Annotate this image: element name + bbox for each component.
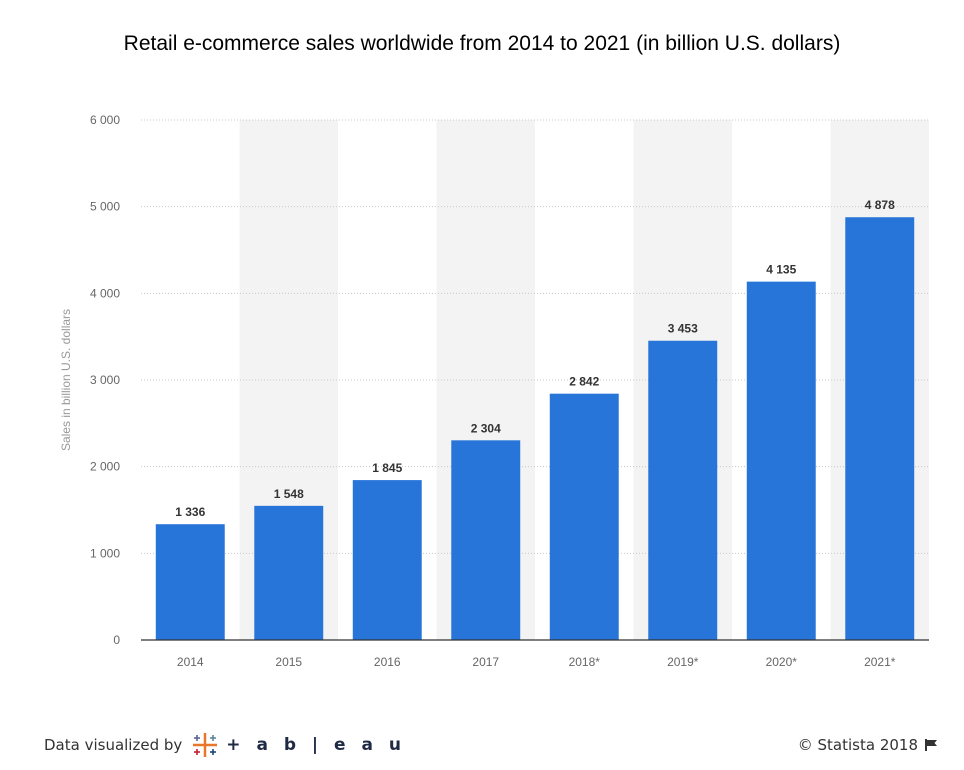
x-tick-label: 2014 — [177, 655, 204, 669]
tableau-wordmark: + a b | e a u — [226, 735, 406, 755]
y-tick-label: 0 — [113, 633, 120, 647]
data-label: 1 548 — [274, 487, 304, 501]
bars — [155, 217, 915, 641]
bar — [648, 340, 718, 640]
x-tick-label: 2020* — [766, 655, 798, 669]
data-label: 2 842 — [569, 375, 599, 389]
y-tick-label: 1 000 — [90, 546, 120, 560]
data-label: 1 336 — [175, 505, 205, 519]
y-axis-label: Sales in billion U.S. dollars — [59, 309, 73, 451]
x-axis-ticks: 2014 2015 2016 2017 2018* 2019* 2020* 2021* — [177, 655, 896, 669]
data-label: 4 878 — [865, 198, 895, 212]
y-tick-label: 6 000 — [90, 113, 120, 127]
data-label: 3 453 — [668, 322, 698, 336]
data-label: 2 304 — [471, 421, 501, 435]
tableau-logo-icon — [193, 733, 218, 757]
y-tick-label: 2 000 — [90, 460, 120, 474]
bar — [845, 217, 915, 641]
value-labels: 1 336 1 548 1 845 2 304 2 842 3 453 4 135 4 878 — [175, 198, 895, 519]
tableau-attribution[interactable]: Data visualized by + a b | e a u — [44, 733, 406, 757]
chart-title: Retail e-commerce sales worldwide from 2… — [123, 32, 841, 55]
x-tick-label: 2021* — [864, 655, 896, 669]
bar — [155, 524, 225, 640]
bar — [352, 480, 422, 640]
bar — [549, 393, 619, 640]
y-tick-label: 4 000 — [90, 286, 120, 300]
bar — [451, 440, 521, 640]
bar-chart: 0 1 000 2 000 3 000 4 000 5 000 6 000 1 336 1 5… — [59, 113, 929, 669]
x-tick-label: 2019* — [667, 655, 699, 669]
flag-icon[interactable] — [924, 738, 938, 752]
y-tick-label: 3 000 — [90, 373, 120, 387]
x-tick-label: 2016 — [374, 655, 401, 669]
gridlines — [141, 119, 929, 554]
data-label: 4 135 — [766, 263, 796, 277]
y-axis-ticks: 0 1 000 2 000 3 000 4 000 5 000 6 000 — [90, 113, 120, 647]
x-tick-label: 2018* — [569, 655, 601, 669]
copyright-text: © Statista 2018 — [797, 736, 918, 754]
bar — [254, 505, 324, 640]
bar — [746, 281, 816, 640]
data-label: 1 845 — [372, 461, 402, 475]
y-tick-label: 5 000 — [90, 200, 120, 214]
statista-attribution[interactable]: © Statista 2018 — [798, 733, 938, 757]
x-tick-label: 2017 — [472, 655, 499, 669]
x-tick-label: 2015 — [275, 655, 302, 669]
visualized-by-text: Data visualized by — [44, 736, 183, 754]
